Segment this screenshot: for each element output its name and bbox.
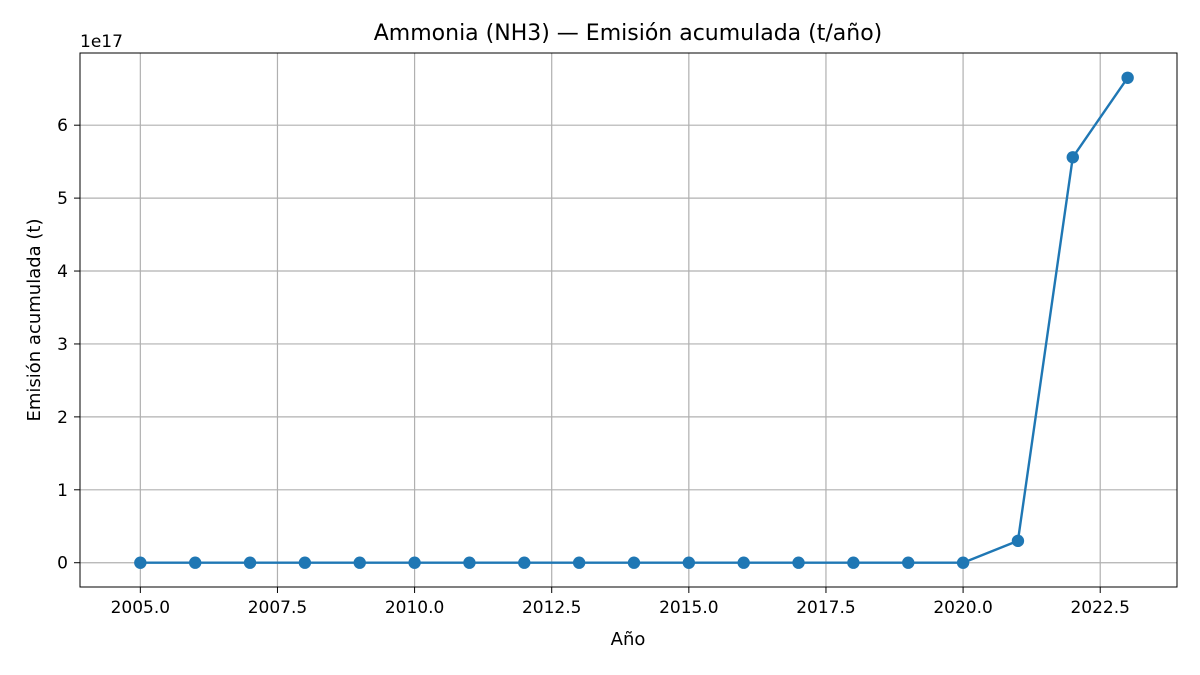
x-tick-label: 2010.0 [385,598,444,618]
x-tick-label: 2005.0 [111,598,170,618]
x-tick-label: 2015.0 [659,598,718,618]
x-tick-label: 2017.5 [796,598,855,618]
x-tick-label: 2012.5 [522,598,581,618]
plot-area [80,53,1177,587]
data-point [1066,151,1079,164]
x-axis-label: Año [611,629,646,650]
x-tick-label: 2022.5 [1070,598,1129,618]
data-point [572,556,586,569]
data-point [956,556,970,569]
data-point [353,556,366,569]
y-axis-label: Emisión acumulada (t) [24,218,45,421]
y-tick-label: 2 [57,408,68,428]
y-tick-label: 4 [57,262,68,282]
data-series [134,71,1134,569]
data-point [463,556,476,569]
data-point [1011,534,1025,548]
data-point [188,556,202,569]
y-tick-label: 3 [57,335,68,355]
data-point [902,556,915,569]
y-tick-label: 5 [57,189,68,209]
data-point [792,556,805,569]
data-point [737,556,750,569]
data-point [847,556,860,569]
data-point [298,556,312,569]
data-point [134,556,147,569]
y-tick-label: 6 [57,116,68,136]
data-point [518,556,531,569]
x-tick-label: 2020.0 [933,598,992,618]
y-tick-label: 0 [57,554,68,574]
data-point [408,556,421,569]
chart-title: Ammonia (NH3) — Emisión acumulada (t/año… [374,21,882,46]
axis-ticks: 2005.0 2007.5 2010.0 2012.5 2015.0 2017.5 2020… [57,116,1130,618]
x-tick-label: 2007.5 [248,598,307,618]
y-axis-offset-label: 1e17 [80,32,123,52]
data-point [627,556,641,569]
data-point [682,556,696,569]
plot-frame [79,52,1178,588]
data-point [243,556,257,569]
data-point [1121,71,1134,84]
y-tick-label: 1 [57,481,68,501]
